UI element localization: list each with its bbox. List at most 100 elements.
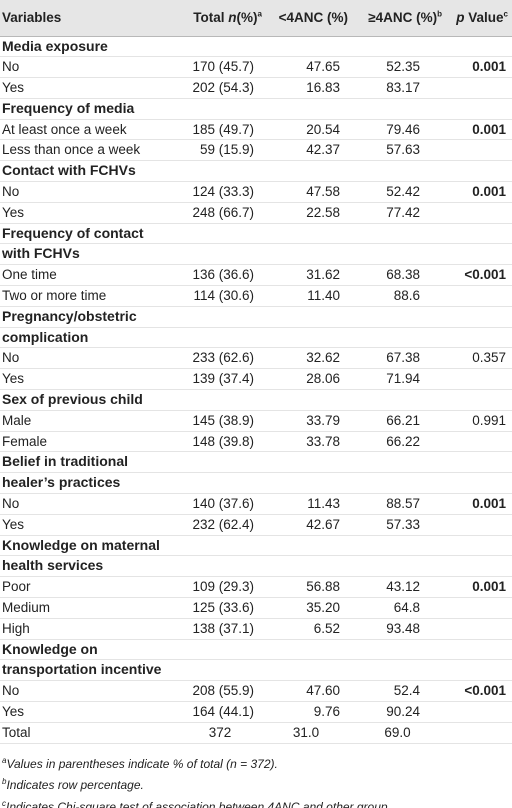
header-row: Variables Total n(%)a <4ANC (%) ≥4ANC (%… xyxy=(0,0,512,36)
header-cell: <4ANC (%) xyxy=(262,0,350,36)
cell: 33.79 xyxy=(306,412,340,428)
section-title: Knowledge on maternal xyxy=(2,536,160,553)
cell xyxy=(445,598,512,619)
header-text: Total xyxy=(193,10,229,26)
section-row: Pregnancy/obstetric xyxy=(0,306,512,328)
header-cell: Total n(%)a xyxy=(178,0,262,36)
section-title: with FCHVs xyxy=(2,245,80,262)
row-label: Yes xyxy=(2,371,25,387)
cell: 248 (66.7) xyxy=(192,204,254,220)
header-sup: b xyxy=(437,9,442,19)
footnote-text: Indicates row percentage. xyxy=(6,778,144,793)
data-row: No 140 (37.6) 11.43 88.57 0.001 xyxy=(0,494,512,515)
data-row: Yes 164 (44.1) 9.76 90.24 xyxy=(0,702,512,723)
cell: 68.38 xyxy=(386,267,420,283)
cell: 35.20 xyxy=(306,600,340,616)
cell xyxy=(178,244,512,265)
cell: 42.67 xyxy=(306,516,340,532)
row-label: Two or more time xyxy=(2,288,107,304)
data-row: Less than once a week 59 (15.9) 42.37 57.63 xyxy=(0,140,512,161)
row-label: Yes xyxy=(2,704,25,719)
cell: 232 (62.4) xyxy=(192,516,254,532)
header-text: ≥4ANC (%) xyxy=(368,10,438,26)
section-row: Frequency of media xyxy=(0,98,512,120)
header-text: (%) xyxy=(236,10,258,26)
header-cell: Variables xyxy=(0,0,178,36)
cell: <0.001 xyxy=(464,683,506,699)
cell: 16.83 xyxy=(306,80,340,96)
total-row: Total 372 31.0 69.0 xyxy=(0,722,512,744)
data-row: Yes 139 (37.4) 28.06 71.94 xyxy=(0,369,512,390)
footnotes: aValues in parentheses indicate % of tot… xyxy=(0,754,512,808)
header-text: <4ANC (%) xyxy=(278,10,348,26)
footnote: bIndicates row percentage. xyxy=(2,775,512,797)
header-sup: c xyxy=(503,9,508,19)
cell: 57.63 xyxy=(386,142,420,158)
section-row: health services xyxy=(0,556,512,577)
section-row: Media exposure xyxy=(0,36,512,57)
cell: 11.43 xyxy=(307,496,340,512)
cell xyxy=(445,202,512,223)
cell: 139 (37.4) xyxy=(192,371,254,387)
cell: 32.62 xyxy=(306,350,340,366)
cell xyxy=(445,702,512,723)
cell xyxy=(178,639,512,660)
cell: 140 (37.6) xyxy=(192,496,254,512)
cell: 145 (38.9) xyxy=(192,412,254,428)
row-label: Medium xyxy=(2,600,51,616)
section-row: complication xyxy=(0,327,512,348)
cell: 79.46 xyxy=(386,121,420,137)
table-header: Variables Total n(%)a <4ANC (%) ≥4ANC (%… xyxy=(0,0,512,36)
row-label: Total xyxy=(2,724,31,740)
section-title: health services xyxy=(2,557,104,574)
row-label: Male xyxy=(2,412,32,428)
cell xyxy=(178,327,512,348)
cell xyxy=(445,286,512,307)
header-text: p xyxy=(456,10,465,26)
data-row: No 170 (45.7) 47.65 52.35 0.001 xyxy=(0,57,512,78)
row-label: Yes xyxy=(2,80,25,96)
cell: 0.001 xyxy=(472,579,506,595)
section-title: Knowledge on xyxy=(2,640,98,657)
cell: 22.58 xyxy=(306,204,340,220)
row-label: High xyxy=(2,620,30,636)
cell: 208 (55.9) xyxy=(192,683,254,699)
data-row: One time 136 (36.6) 31.62 68.38 <0.001 xyxy=(0,265,512,286)
table-body: Media exposure No 170 (45.7) 47.65 52.35 0.00… xyxy=(0,36,512,744)
header-text: n xyxy=(228,10,237,26)
cell xyxy=(178,390,512,411)
cell xyxy=(178,452,512,473)
data-row: Yes 232 (62.4) 42.67 57.33 xyxy=(0,514,512,536)
row-label: No xyxy=(2,184,20,200)
cell: 109 (29.3) xyxy=(192,579,254,595)
row-label: Female xyxy=(2,433,48,449)
cell xyxy=(178,36,512,57)
cell: 185 (49.7) xyxy=(192,121,254,137)
cell: 83.17 xyxy=(386,80,420,96)
cell: 93.48 xyxy=(386,620,420,636)
footnote-sup: a xyxy=(2,755,7,765)
row-label: At least once a week xyxy=(2,121,127,137)
section-row: Knowledge on xyxy=(0,639,512,660)
cell: 0.001 xyxy=(472,496,506,512)
header-cell: p Valuec xyxy=(445,0,512,36)
cell: 88.6 xyxy=(393,288,420,304)
cell: 47.60 xyxy=(306,683,340,699)
row-label: No xyxy=(2,683,20,699)
cell xyxy=(178,98,512,119)
cell xyxy=(178,660,512,681)
row-label: Less than once a week xyxy=(2,142,141,158)
section-row: with FCHVs xyxy=(0,244,512,265)
cell: 33.78 xyxy=(306,433,340,449)
section-title: Pregnancy/obstetric xyxy=(2,307,137,324)
cell xyxy=(445,140,512,161)
cell: 114 (30.6) xyxy=(193,288,254,304)
cell: 47.58 xyxy=(306,184,340,200)
footnote-sup: b xyxy=(2,777,7,787)
cell xyxy=(178,306,512,327)
data-row: Yes 248 (66.7) 22.58 77.42 xyxy=(0,202,512,224)
section-title: Belief in traditional xyxy=(2,453,129,470)
cell: 43.12 xyxy=(386,579,420,595)
cell xyxy=(445,78,512,99)
